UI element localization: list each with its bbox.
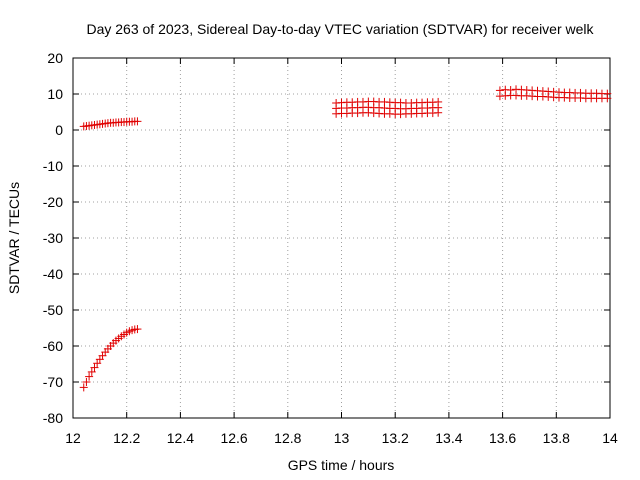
- x-tick-label: 12.6: [220, 430, 247, 446]
- data-point: [82, 378, 91, 386]
- data-points: [79, 85, 612, 392]
- y-tick-label: -30: [43, 230, 63, 246]
- x-tick-label: 13.8: [543, 430, 570, 446]
- y-axis-label: SDTVAR / TECUs: [6, 182, 22, 294]
- y-tick-label: -10: [43, 158, 63, 174]
- y-tick-label: -60: [43, 338, 63, 354]
- x-axis-label: GPS time / hours: [288, 457, 395, 473]
- y-tick-label: -40: [43, 266, 63, 282]
- x-tick-labels: 12 12.2 12.4 12.6 12.8 13 13.2 13.4 13.6 13.8 14: [65, 430, 618, 446]
- x-tick-label: 12.4: [167, 430, 194, 446]
- y-tick-label: 20: [47, 50, 63, 66]
- y-tick-label: -80: [43, 410, 63, 426]
- chart-title: Day 263 of 2023, Sidereal Day-to-day VTE…: [86, 21, 594, 37]
- data-point: [434, 108, 443, 117]
- plot-frame: [72, 57, 611, 419]
- x-tick-label: 12.8: [274, 430, 301, 446]
- data-point: [87, 367, 96, 376]
- data-point: [603, 94, 612, 103]
- x-tick-label: 13: [334, 430, 350, 446]
- x-tick-label: 13.4: [435, 430, 462, 446]
- x-tick-label: 13.2: [382, 430, 409, 446]
- y-tick-label: -50: [43, 302, 63, 318]
- y-tick-label: -70: [43, 374, 63, 390]
- data-point: [85, 372, 94, 381]
- y-tick-label: 10: [47, 86, 63, 102]
- data-point: [79, 383, 88, 392]
- x-tick-label: 12.2: [113, 430, 140, 446]
- y-tick-labels: 20 10 0 -10 -20 -30 -40 -50 -60 -70 -80: [43, 50, 63, 426]
- x-tick-label: 13.6: [489, 430, 516, 446]
- x-tick-label: 14: [602, 430, 618, 446]
- x-tick-label: 12: [65, 430, 81, 446]
- data-point: [133, 117, 142, 126]
- data-point: [90, 363, 99, 372]
- y-tick-label: -20: [43, 194, 63, 210]
- y-tick-label: 0: [55, 122, 63, 138]
- data-point: [133, 325, 142, 334]
